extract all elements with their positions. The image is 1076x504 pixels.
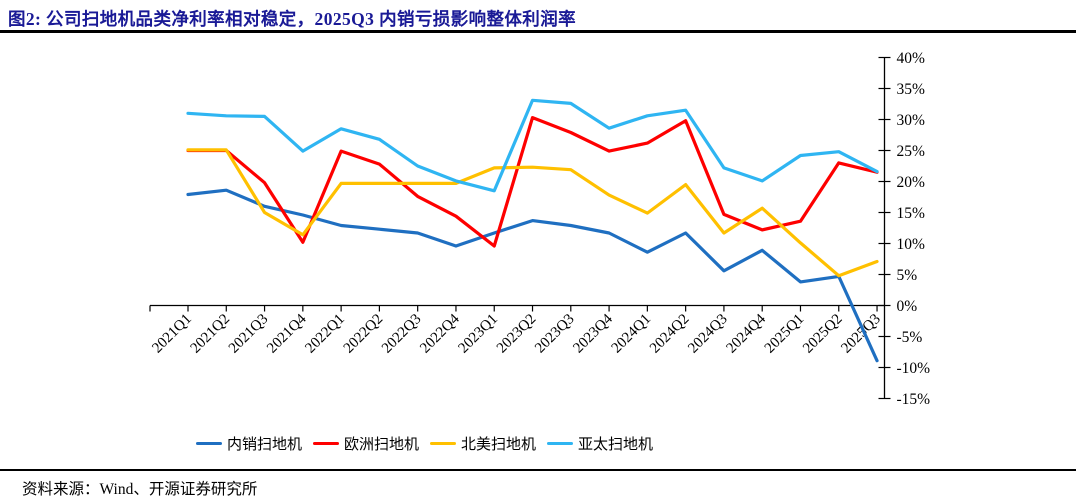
x-tick-label: 2021Q2	[188, 311, 233, 356]
legend-label: 欧洲扫地机	[344, 437, 420, 453]
y-tick-label: 25%	[897, 143, 926, 160]
x-tick-label: 2021Q1	[149, 311, 194, 356]
y-tick-label: 15%	[897, 205, 926, 222]
legend-line-swatch	[313, 441, 340, 446]
y-tick-label: 5%	[897, 267, 918, 284]
chart-legend: 内销扫地机 欧洲扫地机 北美扫地机 亚太扫地机	[196, 433, 653, 454]
y-tick-label: 0%	[897, 298, 918, 315]
legend-label: 北美扫地机	[461, 437, 537, 453]
footer-divider-line	[0, 469, 1076, 471]
x-tick-label: 2021Q3	[226, 311, 271, 356]
x-tick-label: 2024Q4	[724, 311, 770, 357]
y-tick-label: 10%	[897, 236, 926, 253]
series-line-内销扫地机	[186, 188, 879, 363]
figure-title: 图2: 公司扫地机品类净利率相对稳定，2025Q3 内销亏损影响整体利润率	[8, 9, 576, 29]
legend-line-swatch	[196, 441, 222, 446]
x-tick-label: 2025Q1	[762, 311, 807, 356]
legend-item: 欧洲扫地机	[313, 433, 419, 454]
y-tick-label: 35%	[897, 81, 926, 98]
x-tick-label: 2021Q4	[264, 311, 310, 357]
x-tick-label: 2023Q3	[532, 311, 577, 356]
y-tick-label: -15%	[897, 391, 931, 408]
source-note: 资料来源：Wind、开源证券研究所	[22, 481, 258, 498]
legend-item: 内销扫地机	[196, 433, 302, 454]
x-tick-label: 2023Q4	[570, 311, 616, 357]
y-tick-label: 20%	[897, 174, 926, 191]
x-tick-label: 2024Q2	[647, 311, 692, 356]
x-tick-label: 2024Q1	[609, 311, 654, 356]
title-divider-line	[0, 30, 1076, 33]
series-line-欧洲扫地机	[186, 115, 879, 248]
legend-item: 北美扫地机	[430, 433, 536, 454]
x-tick-label: 2022Q3	[379, 311, 424, 356]
series-line-亚太扫地机	[186, 98, 879, 193]
series-line-北美扫地机	[186, 148, 879, 278]
x-tick-label: 2023Q1	[456, 311, 501, 356]
y-tick-label: -5%	[897, 329, 923, 346]
x-tick-label: 2022Q2	[341, 311, 386, 356]
x-tick-label: 2025Q2	[800, 311, 845, 356]
legend-label: 亚太扫地机	[578, 437, 654, 453]
x-tick-label: 2022Q1	[302, 311, 347, 356]
legend-line-swatch	[547, 441, 574, 446]
legend-line-swatch	[430, 441, 457, 446]
x-tick-label: 2023Q2	[494, 311, 539, 356]
x-tick-label: 2025Q3	[838, 311, 883, 356]
y-tick-label: 30%	[897, 112, 926, 129]
legend-item: 亚太扫地机	[547, 433, 653, 454]
legend-label: 内销扫地机	[227, 437, 303, 453]
y-tick-label: 40%	[897, 50, 926, 67]
x-tick-label: 2024Q3	[685, 311, 730, 356]
y-tick-label: -10%	[897, 360, 931, 377]
x-tick-label: 2022Q4	[417, 311, 463, 357]
net-margin-line-chart: 40% 35% 30% 25% 20% 15% 10% 5% 0% -5% -10% -15% 2021…	[149, 50, 931, 408]
